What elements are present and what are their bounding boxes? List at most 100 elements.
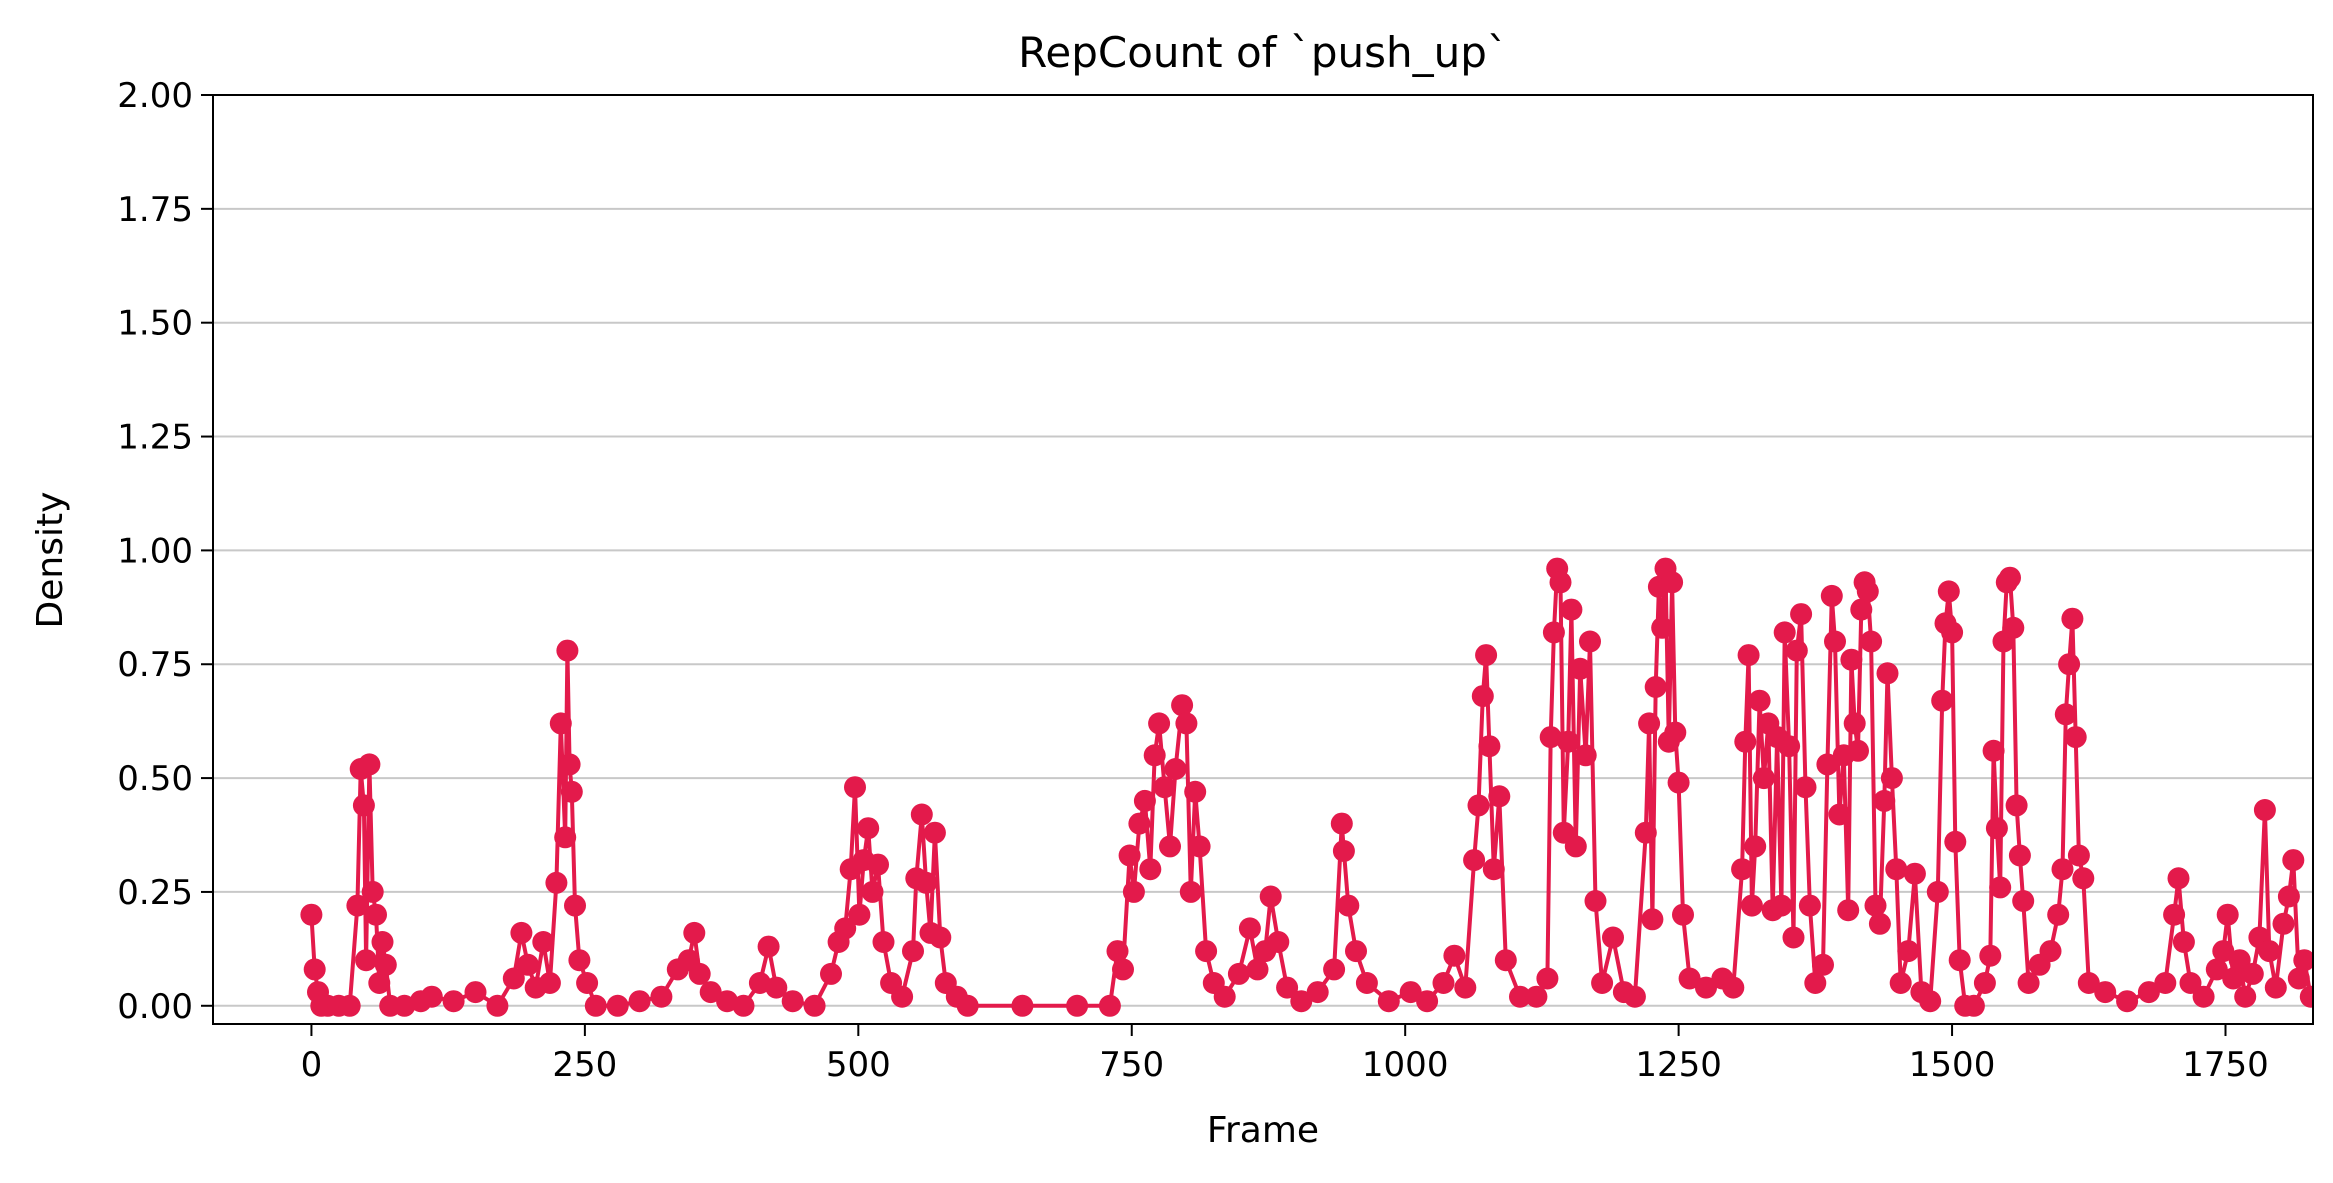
- data-point: [361, 880, 384, 903]
- data-point: [2077, 972, 2100, 994]
- data-point: [1638, 712, 1661, 735]
- data-point: [1564, 835, 1587, 858]
- y-tick-label: 0.50: [117, 759, 193, 799]
- data-point: [2047, 903, 2070, 926]
- data-point: [1778, 735, 1801, 758]
- data-point: [1536, 967, 1559, 990]
- data-point: [2287, 967, 2310, 990]
- data-point: [1695, 976, 1717, 999]
- data-point: [2172, 931, 2195, 953]
- data-point: [1569, 657, 1592, 680]
- y-tick-label: 2.00: [117, 76, 193, 116]
- y-axis-label: Density: [30, 492, 71, 629]
- data-point: [502, 967, 525, 990]
- data-point: [358, 753, 381, 776]
- data-point: [2116, 990, 2139, 1013]
- data-point: [1337, 894, 1360, 917]
- data-point: [2216, 903, 2239, 926]
- data-point: [2061, 607, 2084, 630]
- x-tick-label: 1750: [2182, 1045, 2269, 1085]
- x-tick-label: 750: [1099, 1045, 1164, 1085]
- data-point: [923, 821, 946, 844]
- data-point: [1122, 880, 1145, 903]
- data-point: [1748, 689, 1771, 712]
- data-point: [517, 953, 539, 976]
- series-line: [309, 566, 2313, 1008]
- data-point: [844, 776, 866, 799]
- data-point: [2067, 844, 2090, 867]
- data-point: [1672, 903, 1694, 926]
- data-point: [2002, 616, 2025, 639]
- data-point: [1919, 990, 1942, 1013]
- data-point: [1782, 926, 1805, 949]
- data-point: [2039, 940, 2062, 963]
- data-point: [1238, 917, 1261, 940]
- data-point: [1989, 876, 2012, 899]
- data-point: [1843, 712, 1866, 735]
- data-point: [374, 953, 397, 976]
- data-point: [1602, 926, 1624, 949]
- data-point: [2228, 949, 2251, 972]
- data-point: [2205, 958, 2228, 981]
- data-point: [2017, 972, 2040, 994]
- data-point: [2054, 703, 2077, 726]
- data-point: [1734, 730, 1757, 753]
- data-point: [371, 931, 394, 953]
- data-point: [442, 990, 465, 1013]
- data-point: [1195, 940, 1218, 963]
- data-point: [2222, 967, 2245, 990]
- data-point: [1744, 835, 1767, 858]
- data-point: [1259, 885, 1282, 908]
- data-point: [1399, 981, 1422, 1004]
- data-point: [1377, 990, 1400, 1013]
- data-point: [532, 931, 555, 953]
- series-0: [300, 557, 2313, 1017]
- data-point: [2258, 940, 2281, 963]
- data-point: [420, 985, 443, 1008]
- data-point: [1876, 662, 1899, 685]
- x-tick-label: 250: [552, 1045, 617, 1085]
- data-point: [368, 972, 391, 994]
- data-point: [2282, 849, 2305, 872]
- data-point: [1790, 603, 1813, 626]
- data-point: [857, 817, 880, 840]
- data-point: [1798, 894, 1821, 917]
- data-point: [1623, 985, 1646, 1008]
- data-point: [1148, 712, 1171, 735]
- data-point: [2008, 844, 2031, 867]
- y-tick-label: 1.75: [117, 190, 193, 230]
- data-point: [683, 921, 706, 944]
- data-point: [872, 931, 895, 953]
- data-point: [1794, 776, 1817, 799]
- data-point: [1267, 931, 1290, 953]
- data-point: [1509, 985, 1531, 1008]
- data-point: [464, 981, 487, 1004]
- y-tick-label: 1.25: [117, 418, 193, 458]
- data-point: [861, 880, 884, 903]
- data-point: [1999, 566, 2021, 589]
- data-point: [576, 972, 599, 994]
- y-axis-ticks: 0.00 0.25 0.50 0.75 1.00 1.25 1.50 1.75 2.00: [117, 76, 213, 1027]
- data-point: [1937, 580, 1960, 603]
- data-point: [1560, 598, 1583, 621]
- data-point: [1737, 644, 1760, 667]
- data-point: [1678, 967, 1701, 990]
- data-point: [584, 994, 607, 1017]
- data-point: [820, 962, 842, 985]
- data-point: [1985, 817, 2008, 840]
- series-layer: [300, 557, 2313, 1017]
- data-point: [2179, 972, 2202, 994]
- data-point: [606, 994, 629, 1017]
- data-point: [1889, 972, 1912, 994]
- data-point: [699, 981, 722, 1004]
- data-point: [1948, 949, 1971, 972]
- data-point: [510, 921, 533, 944]
- data-point: [1330, 812, 1353, 835]
- data-point: [1139, 858, 1162, 881]
- data-point: [1188, 835, 1211, 858]
- data-point: [2264, 976, 2287, 999]
- data-point: [1475, 644, 1498, 667]
- y-tick-label: 1.50: [117, 304, 193, 344]
- data-point: [560, 780, 583, 803]
